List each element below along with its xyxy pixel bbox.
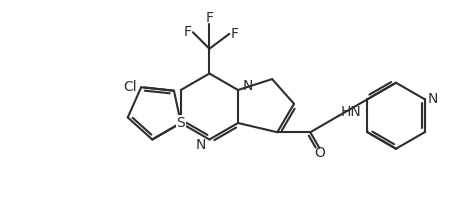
Text: Cl: Cl	[124, 81, 137, 94]
Text: N: N	[243, 79, 253, 93]
Text: HN: HN	[341, 105, 362, 119]
Text: F: F	[230, 27, 238, 41]
Text: O: O	[314, 146, 325, 160]
Text: F: F	[184, 25, 192, 39]
Text: N: N	[428, 92, 438, 106]
Text: S: S	[176, 116, 185, 130]
Text: N: N	[196, 138, 206, 152]
Text: F: F	[206, 11, 213, 25]
